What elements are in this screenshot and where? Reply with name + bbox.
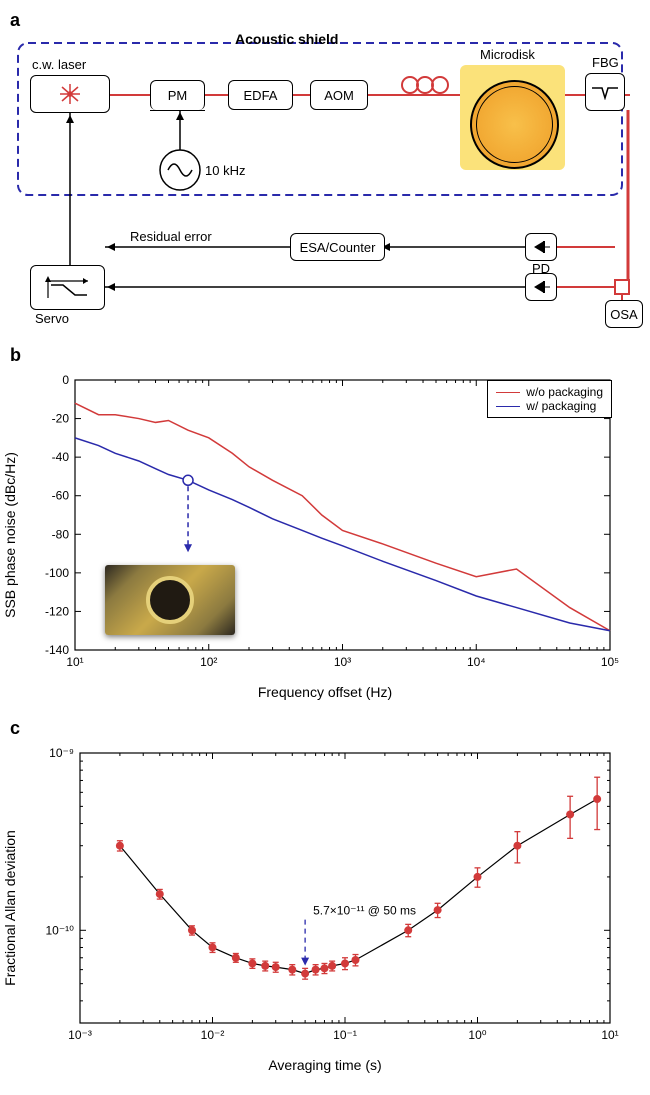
servo-block bbox=[30, 265, 105, 310]
panel-b-ylabel: SSB phase noise (dBc/Hz) bbox=[2, 452, 18, 618]
svg-text:10³: 10³ bbox=[334, 655, 351, 669]
laser-icon bbox=[55, 82, 85, 106]
microdisk-label: Microdisk bbox=[480, 47, 535, 62]
svg-text:10⁻⁹: 10⁻⁹ bbox=[49, 746, 74, 760]
pd-block-1 bbox=[525, 233, 557, 261]
panel-a-diagram: c.w. laser PM EDFA AOM Microdisk FBG 10 … bbox=[10, 35, 630, 335]
svg-text:10⁻³: 10⁻³ bbox=[68, 1028, 92, 1042]
panel-b-label: b bbox=[10, 345, 640, 366]
panel-c-xlabel: Averaging time (s) bbox=[20, 1057, 630, 1073]
svg-text:-80: -80 bbox=[52, 527, 70, 541]
tenk-label: 10 kHz bbox=[205, 163, 245, 178]
svg-text:10⁰: 10⁰ bbox=[468, 1028, 486, 1042]
esa-block: ESA/Counter bbox=[290, 233, 385, 261]
panel-c-ylabel: Fractional Allan deviation bbox=[2, 830, 18, 986]
svg-text:0: 0 bbox=[62, 373, 69, 387]
panel-b-legend: w/o packaging w/ packaging bbox=[487, 380, 612, 418]
svg-text:10⁻¹: 10⁻¹ bbox=[333, 1028, 357, 1042]
panel-c-label: c bbox=[10, 718, 640, 739]
microdisk-box bbox=[460, 65, 565, 170]
laser-block bbox=[30, 75, 110, 113]
svg-text:10²: 10² bbox=[200, 655, 217, 669]
panel-b-chart: SSB phase noise (dBc/Hz) 0-20-40-60-80-1… bbox=[20, 370, 630, 700]
laser-label: c.w. laser bbox=[32, 57, 86, 72]
svg-text:-40: -40 bbox=[52, 450, 70, 464]
svg-text:10⁴: 10⁴ bbox=[467, 655, 486, 669]
svg-text:-120: -120 bbox=[45, 604, 69, 618]
svg-text:-60: -60 bbox=[52, 489, 70, 503]
residual-label: Residual error bbox=[130, 229, 212, 244]
svg-text:5.7×10⁻¹¹ @ 50 ms: 5.7×10⁻¹¹ @ 50 ms bbox=[313, 904, 416, 918]
pd-icon bbox=[530, 278, 552, 296]
svg-text:10¹: 10¹ bbox=[601, 1028, 618, 1042]
fbg-label: FBG bbox=[592, 55, 619, 70]
panel-c-chart: Fractional Allan deviation 10⁻³10⁻²10⁻¹1… bbox=[20, 743, 630, 1073]
pd-icon bbox=[530, 238, 552, 256]
pd-block-2 bbox=[525, 273, 557, 301]
servo-icon bbox=[43, 273, 93, 303]
shield-title: Acoustic shield bbox=[235, 31, 338, 47]
svg-text:10⁻¹⁰: 10⁻¹⁰ bbox=[46, 923, 75, 937]
fbg-block bbox=[585, 73, 625, 111]
fbg-icon bbox=[590, 84, 620, 100]
legend-item: w/o packaging bbox=[496, 385, 603, 399]
microdisk-icon bbox=[470, 80, 559, 169]
panel-a-label: a bbox=[10, 10, 640, 31]
svg-text:10⁻²: 10⁻² bbox=[201, 1028, 225, 1042]
svg-text:-20: -20 bbox=[52, 412, 70, 426]
panel-c-svg: 10⁻³ 10⁻² 10⁻¹ 10⁰ 10¹ 10⁻¹⁰ 10⁻⁹ 5.7×10⁻¹¹ @ 5… bbox=[20, 743, 620, 1053]
edfa-block: EDFA bbox=[228, 80, 293, 110]
panel-b-xlabel: Frequency offset (Hz) bbox=[20, 684, 630, 700]
panel-c: c Fractional Allan deviation 10⁻³10⁻²10⁻… bbox=[10, 718, 640, 1073]
panel-b: b SSB phase noise (dBc/Hz) 0-20-40-60-80… bbox=[10, 345, 640, 700]
packaging-photo-inset bbox=[105, 565, 235, 635]
svg-text:-100: -100 bbox=[45, 566, 69, 580]
panel-a: a bbox=[10, 10, 640, 335]
legend-item: w/ packaging bbox=[496, 399, 603, 413]
servo-label: Servo bbox=[35, 311, 69, 326]
pm-block: PM bbox=[150, 80, 205, 110]
osa-block: OSA bbox=[605, 300, 643, 328]
aom-block: AOM bbox=[310, 80, 368, 110]
svg-text:10¹: 10¹ bbox=[66, 655, 83, 669]
pd-label: PD bbox=[532, 261, 550, 276]
svg-text:10⁵: 10⁵ bbox=[601, 655, 619, 669]
